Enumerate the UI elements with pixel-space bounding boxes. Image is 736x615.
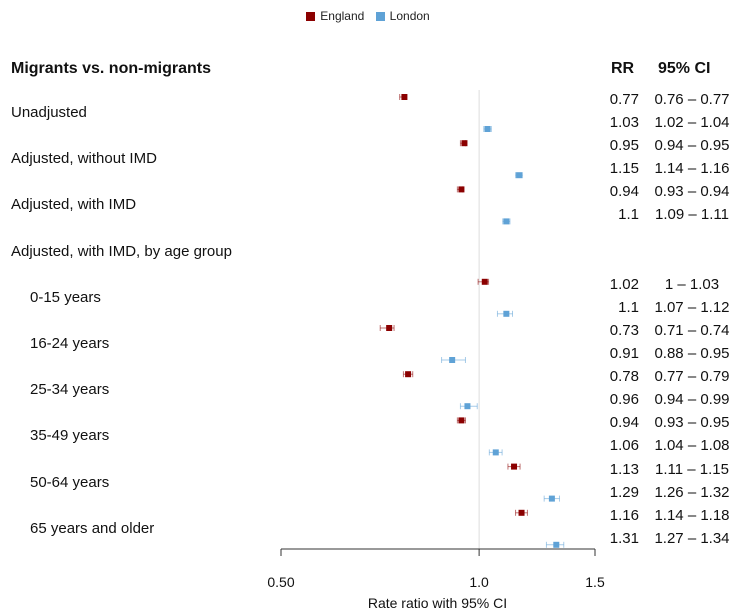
point-estimate <box>449 357 456 363</box>
row-label: Unadjusted <box>11 104 87 121</box>
point-estimate <box>548 495 555 502</box>
row-label: 65 years and older <box>30 519 155 537</box>
ci-value: 0.94 – 0.99 <box>654 391 730 409</box>
ci-value: 0.93 – 0.95 <box>654 414 730 432</box>
rr-value: 1.15 <box>609 160 639 178</box>
rr-value: 1.06 <box>609 437 639 455</box>
x-axis-label: Rate ratio with 95% CI <box>367 595 508 611</box>
rr-value: 1.29 <box>609 483 639 501</box>
ci-value: 1.04 – 1.08 <box>654 437 730 455</box>
ci-value: 1.14 – 1.18 <box>654 506 730 524</box>
legend-label-london: London <box>389 9 430 23</box>
rr-value: 0.95 <box>609 137 639 155</box>
point-estimate <box>464 403 471 410</box>
row-label: 50-64 years <box>30 473 110 491</box>
ci-value: 1.02 – 1.04 <box>654 114 730 131</box>
point-estimate <box>553 541 560 548</box>
ci-value: 0.94 – 0.95 <box>654 137 730 155</box>
point-estimate <box>405 371 412 378</box>
ci-value: 0.93 – 0.94 <box>654 183 730 201</box>
point-estimate <box>461 140 468 147</box>
ci-value: 1.14 – 1.16 <box>654 160 730 178</box>
rr-value: 0.78 <box>609 368 639 386</box>
rr-value: 1.02 <box>609 275 639 293</box>
ci-value: 1.09 – 1.11 <box>655 206 729 224</box>
row-label: 35-49 years <box>30 427 110 445</box>
row-label: 16-24 years <box>30 335 110 352</box>
point-estimate <box>481 278 488 285</box>
point-estimate <box>492 449 499 456</box>
row-label: Adjusted, with IMD <box>11 196 137 214</box>
legend-label-england: England <box>320 9 365 23</box>
point-estimate <box>503 310 510 317</box>
ci-value: 0.76 – 0.77 <box>654 91 730 108</box>
rr-value: 1.13 <box>609 460 639 478</box>
row-label: 25-34 years <box>30 381 110 399</box>
point-estimate <box>458 186 465 193</box>
ci-value: 0.88 – 0.95 <box>654 345 730 362</box>
x-tick-label: 1.0 <box>469 574 489 590</box>
column-header-ci: 95% CI <box>658 60 711 77</box>
point-estimate <box>518 509 525 516</box>
row-label: 0-15 years <box>30 288 101 306</box>
legend-swatch-england <box>306 12 316 21</box>
legend-item-england: England <box>306 9 364 23</box>
ci-value: 1.11 – 1.15 <box>655 460 729 478</box>
rr-value: 1.16 <box>609 506 639 524</box>
rr-value: 0.73 <box>609 322 639 339</box>
legend: England London <box>0 9 736 23</box>
ci-value: 1 – 1.03 <box>664 275 720 293</box>
section-heading: Migrants vs. non-migrants <box>11 60 212 77</box>
row-label: Adjusted, without IMD <box>11 150 157 168</box>
x-tick-label: 1.5 <box>585 574 605 590</box>
point-estimate <box>511 463 518 470</box>
point-estimate <box>484 126 491 132</box>
rr-value: 0.91 <box>609 345 639 362</box>
rr-value: 1.1 <box>618 298 639 316</box>
point-estimate <box>516 172 523 179</box>
ci-value: 1.07 – 1.12 <box>654 298 730 316</box>
legend-item-london: London <box>375 9 430 23</box>
ci-value: 0.71 – 0.74 <box>654 322 730 339</box>
rr-value: 1.1 <box>618 206 639 224</box>
rr-value: 1.31 <box>609 529 639 547</box>
rr-value: 1.03 <box>609 114 639 131</box>
rr-value: 0.94 <box>609 183 639 201</box>
rr-value: 0.77 <box>609 91 639 108</box>
rr-value: 0.96 <box>609 391 639 409</box>
ci-value: 1.27 – 1.34 <box>654 529 730 547</box>
point-estimate <box>386 325 393 331</box>
point-estimate <box>503 218 510 225</box>
column-header-rr: RR <box>611 60 635 77</box>
point-estimate <box>458 417 465 424</box>
legend-swatch-london <box>375 12 385 21</box>
ci-value: 0.77 – 0.79 <box>654 368 730 386</box>
rr-value: 0.94 <box>609 414 639 432</box>
point-estimate <box>401 94 408 100</box>
ci-value: 1.26 – 1.32 <box>654 483 730 501</box>
x-tick-label: 0.50 <box>267 574 295 590</box>
row-label: Adjusted, with IMD, by age group <box>11 242 232 260</box>
